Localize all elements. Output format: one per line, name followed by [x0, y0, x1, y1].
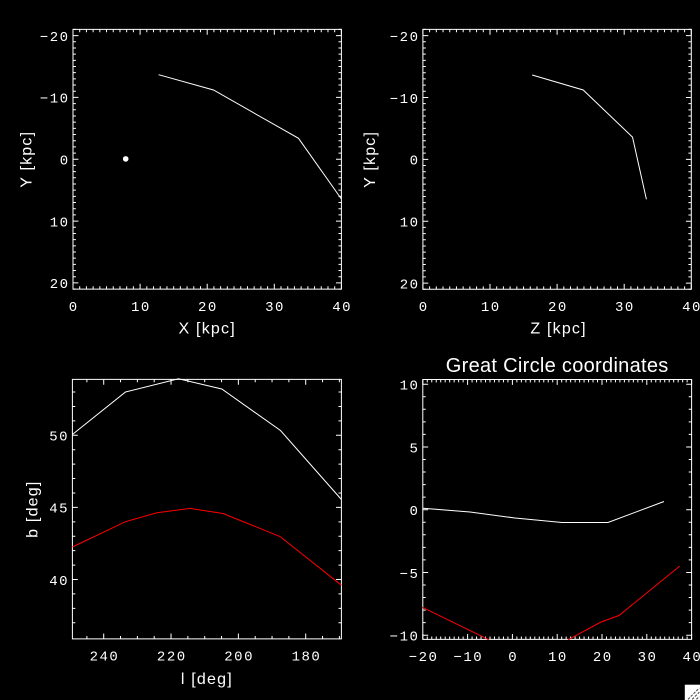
- svg-text:10: 10: [400, 216, 420, 232]
- svg-text:220: 220: [157, 650, 187, 666]
- svg-text:Y [kpc]: Y [kpc]: [19, 131, 36, 188]
- svg-text:20: 20: [548, 300, 568, 316]
- svg-text:20: 20: [198, 300, 218, 316]
- svg-text:0: 0: [60, 154, 70, 170]
- svg-text:20: 20: [593, 650, 613, 666]
- svg-text:10: 10: [548, 650, 568, 666]
- svg-text:5: 5: [409, 441, 419, 457]
- svg-text:40: 40: [49, 574, 69, 590]
- svg-text:b [deg]: b [deg]: [25, 480, 42, 537]
- svg-text:−10: −10: [390, 92, 420, 108]
- svg-text:40: 40: [332, 300, 352, 316]
- svg-text:240: 240: [90, 650, 120, 666]
- svg-text:10: 10: [400, 379, 420, 395]
- svg-text:−20: −20: [40, 30, 70, 46]
- svg-text:0: 0: [409, 504, 419, 520]
- svg-text:Y [kpc]: Y [kpc]: [362, 131, 379, 188]
- svg-text:−20: −20: [390, 30, 420, 46]
- svg-text:−10: −10: [390, 630, 420, 646]
- svg-text:0: 0: [508, 650, 518, 666]
- svg-text:0: 0: [419, 300, 429, 316]
- svg-text:Z [kpc]: Z [kpc]: [530, 321, 586, 338]
- svg-text:30: 30: [638, 650, 658, 666]
- svg-text:10: 10: [131, 300, 151, 316]
- svg-text:X [kpc]: X [kpc]: [179, 321, 236, 338]
- svg-text:0: 0: [69, 300, 79, 316]
- svg-text:30: 30: [265, 300, 285, 316]
- svg-text:40: 40: [682, 650, 700, 666]
- svg-text:50: 50: [49, 430, 69, 446]
- svg-text:0: 0: [410, 154, 420, 170]
- svg-text:−10: −10: [40, 92, 70, 108]
- svg-text:−5: −5: [400, 567, 420, 583]
- svg-text:−20: −20: [409, 650, 439, 666]
- svg-text:20: 20: [50, 277, 70, 293]
- svg-text:30: 30: [615, 300, 635, 316]
- svg-text:l [deg]: l [deg]: [181, 671, 233, 688]
- svg-text:20: 20: [400, 277, 420, 293]
- svg-text:10: 10: [50, 215, 70, 231]
- svg-text:Great Circle coordinates: Great Circle coordinates: [446, 355, 669, 377]
- svg-text:45: 45: [49, 502, 69, 518]
- svg-text:10: 10: [481, 300, 501, 316]
- svg-text:200: 200: [224, 650, 254, 666]
- svg-text:−10: −10: [453, 650, 483, 666]
- svg-text:180: 180: [292, 650, 322, 666]
- svg-text:40: 40: [682, 300, 700, 316]
